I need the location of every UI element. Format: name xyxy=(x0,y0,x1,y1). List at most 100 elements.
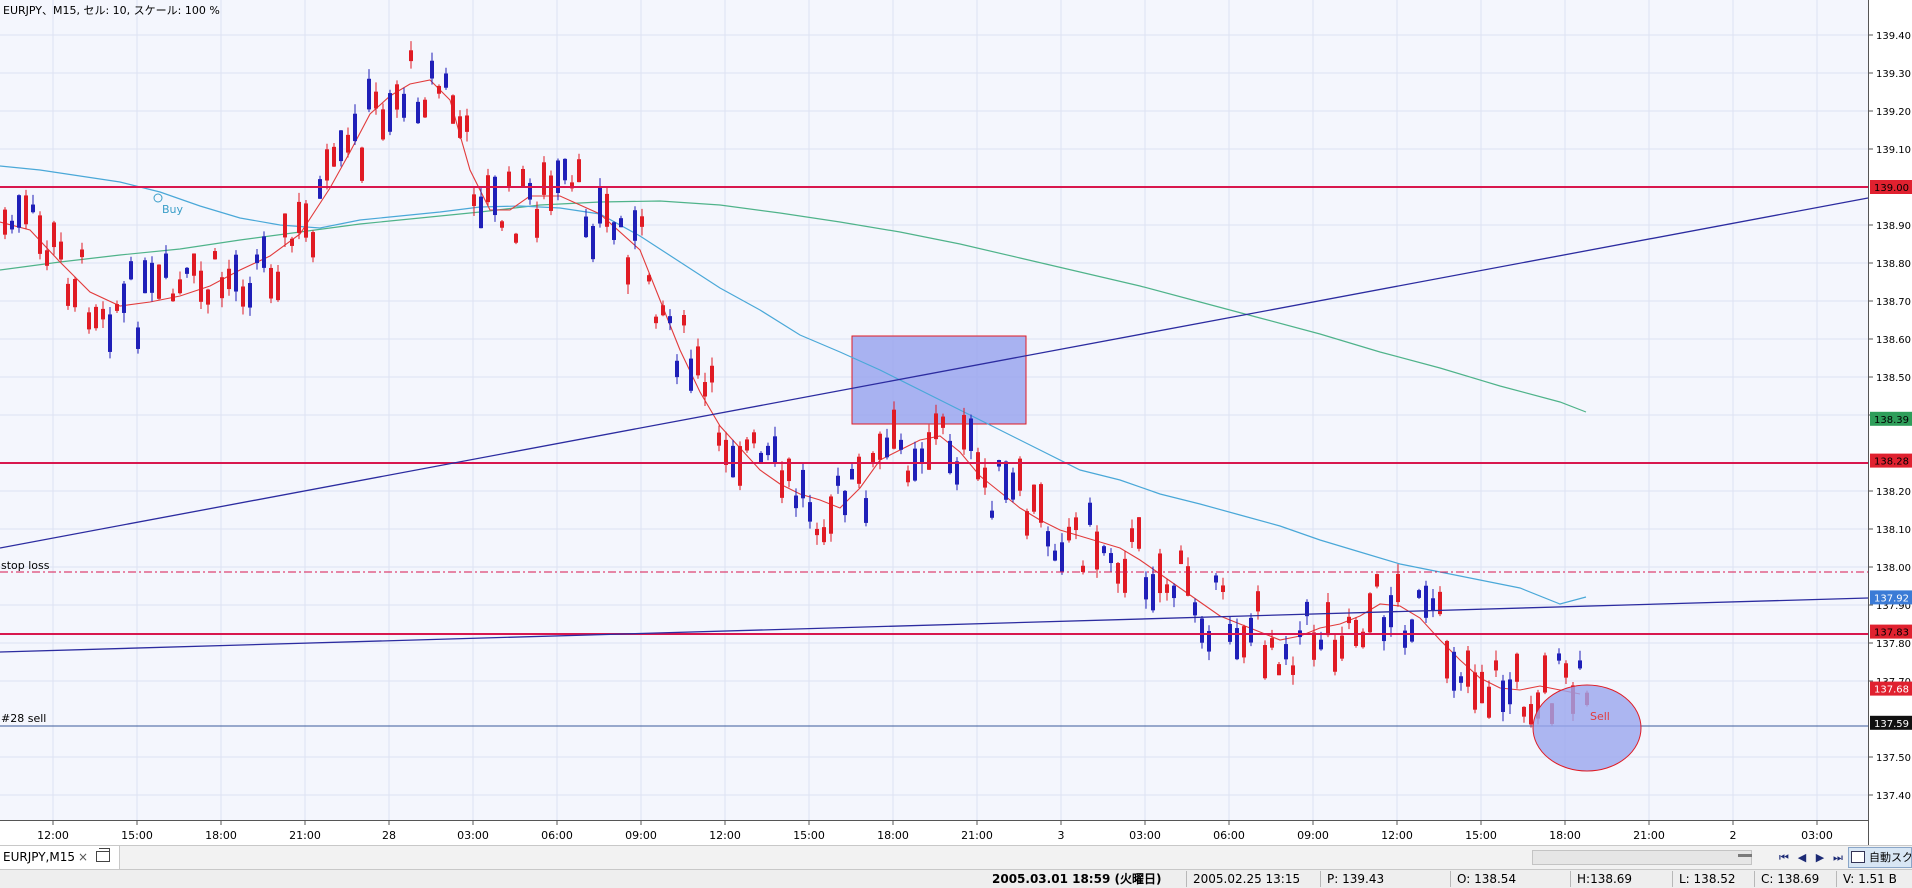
candle-body xyxy=(150,262,154,293)
y-tick-label: 137.50 xyxy=(1876,753,1911,764)
x-tick-label: 03:00 xyxy=(1801,829,1833,842)
trend-line-upper[interactable] xyxy=(0,197,1869,549)
candle-body xyxy=(815,528,819,536)
candle-body xyxy=(1291,665,1295,675)
first-bar-icon[interactable]: ⏮ xyxy=(1779,851,1789,864)
price-tag xyxy=(1870,715,1912,730)
candle-body xyxy=(374,91,378,109)
candle-body xyxy=(1074,517,1078,531)
trend-line-lower[interactable] xyxy=(0,597,1869,653)
status-bar: 2005.03.01 18:59 (火曜日) 2005.02.25 13:15 … xyxy=(0,869,1912,888)
candle-body xyxy=(773,436,777,463)
candle-body xyxy=(262,236,266,268)
candle-body xyxy=(591,225,595,260)
y-tick-label: 137.80 xyxy=(1876,639,1911,650)
candle-body xyxy=(465,115,469,132)
price-tag xyxy=(1870,453,1912,468)
candle-body xyxy=(1340,635,1344,659)
price-tag xyxy=(1870,590,1912,605)
candle-body xyxy=(549,175,553,211)
candle-body xyxy=(1347,616,1351,624)
x-tick-label: 03:00 xyxy=(457,829,489,842)
price-tag-label: 138.28 xyxy=(1874,457,1909,468)
time-axis-background xyxy=(0,820,1868,845)
candle-body xyxy=(1228,623,1232,642)
candle-body xyxy=(1452,651,1456,691)
candle-body xyxy=(87,312,91,330)
highlight-box[interactable] xyxy=(851,335,1027,425)
previous-bar-icon[interactable]: ◀ xyxy=(1797,851,1807,864)
candle-body xyxy=(248,283,252,308)
candle-body xyxy=(521,169,525,187)
window-icon[interactable] xyxy=(96,848,110,862)
candle-body xyxy=(1018,458,1022,491)
candle-body xyxy=(906,470,910,483)
price-tag xyxy=(1870,624,1912,639)
candle-body xyxy=(1193,602,1197,616)
candle-body xyxy=(94,306,98,329)
candle-body xyxy=(920,448,924,464)
candle-body xyxy=(143,260,147,294)
candle-body xyxy=(416,101,420,124)
candle-body xyxy=(899,439,903,450)
close-tab-icon[interactable]: × xyxy=(78,850,89,864)
last-bar-icon[interactable]: ⏭ xyxy=(1833,851,1843,864)
candle-body xyxy=(969,418,973,451)
candle-body xyxy=(927,432,931,470)
scroll-thumb[interactable] xyxy=(1738,854,1752,857)
candle-body xyxy=(556,160,560,194)
status-price: P: 139.43 xyxy=(1320,871,1384,887)
candle-body xyxy=(913,448,917,481)
x-tick-label: 18:00 xyxy=(205,829,237,842)
auto-scroll-button[interactable]: 自動スクロール xyxy=(1848,847,1912,868)
candle-body xyxy=(990,510,994,518)
y-tick-label: 139.10 xyxy=(1876,145,1911,156)
horizontal-scrollbar[interactable] xyxy=(1532,850,1752,865)
candle-body xyxy=(1354,619,1358,646)
candle-body xyxy=(1235,628,1239,660)
candle-body xyxy=(213,251,217,260)
candle-body xyxy=(339,130,343,162)
candle-body xyxy=(458,116,462,138)
candle-body xyxy=(80,249,84,258)
candle-body xyxy=(304,203,308,238)
candle-body xyxy=(367,78,371,110)
candle-body xyxy=(1004,461,1008,500)
candle-body xyxy=(108,314,112,352)
candle-body xyxy=(542,162,546,195)
next-bar-icon[interactable]: ▶ xyxy=(1815,851,1825,864)
candle-body xyxy=(199,270,203,302)
price-chart[interactable]: Buy Sell stop loss #28 sell EURJPY、M15, … xyxy=(0,0,1912,845)
price-tag xyxy=(1870,411,1912,426)
candle-body xyxy=(696,346,700,376)
candle-body xyxy=(745,439,749,451)
candle-body xyxy=(1312,632,1316,660)
status-bar-time: 2005.02.25 13:15 xyxy=(1186,871,1300,887)
x-tick-label: 12:00 xyxy=(709,829,741,842)
candle-body xyxy=(1361,631,1365,648)
candle-body xyxy=(234,254,238,292)
candle-body xyxy=(829,496,833,534)
candle-body xyxy=(1046,531,1050,547)
candle-body xyxy=(1326,602,1330,636)
candle-body xyxy=(843,490,847,516)
candle-body xyxy=(752,432,756,444)
candle-body xyxy=(1207,631,1211,652)
mid-moving-average xyxy=(0,165,1587,605)
price-tag-label: 137.68 xyxy=(1874,685,1909,696)
chart-tab[interactable]: EURJPY,M15 × xyxy=(0,846,120,869)
candle-body xyxy=(1088,502,1092,525)
y-tick-label: 137.90 xyxy=(1876,601,1911,612)
candle-body xyxy=(241,286,245,307)
candle-body xyxy=(535,208,539,238)
chart-header: EURJPY、M15, セル: 10, スケール: 100 % xyxy=(3,4,220,17)
status-current-datetime: 2005.03.01 18:59 (火曜日) xyxy=(992,872,1162,886)
sell-highlight-ellipse[interactable] xyxy=(1532,684,1642,772)
candle-body xyxy=(962,414,966,450)
candle-body xyxy=(1263,645,1267,679)
candle-body xyxy=(780,470,784,498)
buy-marker-icon[interactable] xyxy=(153,193,163,203)
candle-body xyxy=(703,382,707,397)
candle-body xyxy=(1200,618,1204,643)
